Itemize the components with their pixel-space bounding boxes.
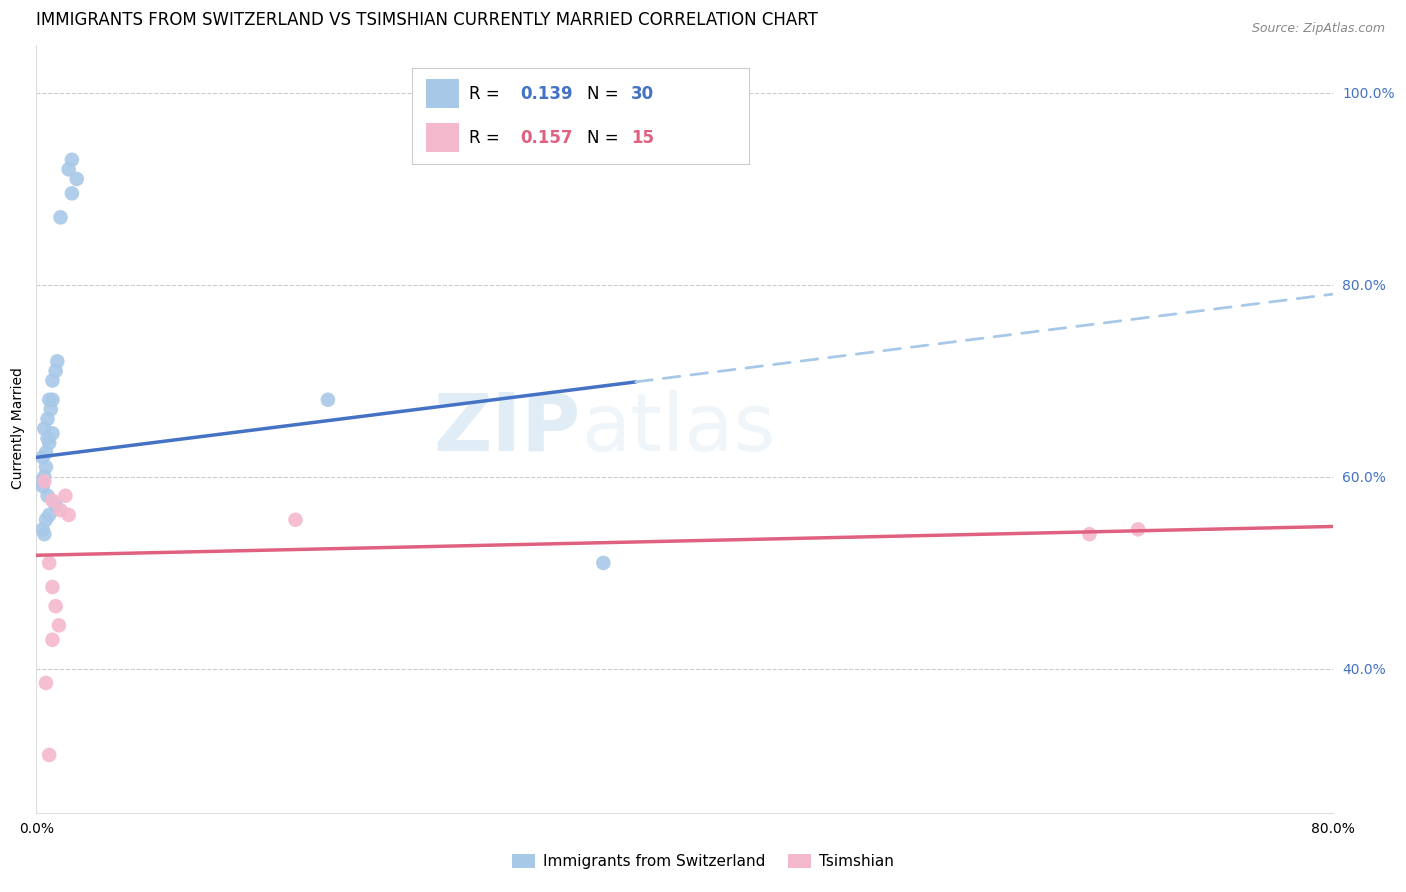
Point	[316, 392, 339, 407]
Point	[35, 513, 58, 527]
Point	[592, 556, 614, 570]
Y-axis label: Currently Married: Currently Married	[11, 368, 25, 490]
Legend: Immigrants from Switzerland, Tsimshian: Immigrants from Switzerland, Tsimshian	[506, 848, 900, 875]
Point	[45, 364, 67, 378]
Point	[31, 479, 53, 493]
Point	[55, 489, 77, 503]
Point	[41, 580, 63, 594]
Point	[1078, 527, 1101, 541]
Point	[35, 676, 58, 690]
Point	[34, 527, 56, 541]
Point	[37, 489, 59, 503]
Point	[38, 392, 60, 407]
Point	[60, 153, 83, 167]
Point	[1126, 522, 1149, 536]
Point	[34, 421, 56, 435]
Text: IMMIGRANTS FROM SWITZERLAND VS TSIMSHIAN CURRENTLY MARRIED CORRELATION CHART: IMMIGRANTS FROM SWITZERLAND VS TSIMSHIAN…	[37, 11, 818, 29]
Point	[39, 402, 62, 417]
Point	[58, 508, 80, 522]
Point	[41, 632, 63, 647]
Point	[48, 618, 70, 632]
Point	[38, 556, 60, 570]
Point	[35, 445, 58, 459]
Text: ZIP: ZIP	[433, 390, 581, 467]
Point	[31, 450, 53, 465]
Point	[41, 374, 63, 388]
Point	[41, 493, 63, 508]
Point	[38, 508, 60, 522]
Point	[34, 475, 56, 489]
Point	[37, 431, 59, 445]
Point	[45, 599, 67, 614]
Text: atlas: atlas	[581, 390, 775, 467]
Point	[37, 412, 59, 426]
Point	[66, 172, 89, 186]
Point	[41, 426, 63, 441]
Point	[284, 513, 307, 527]
Point	[49, 211, 72, 225]
Point	[60, 186, 83, 201]
Point	[38, 747, 60, 762]
Point	[38, 436, 60, 450]
Point	[58, 162, 80, 177]
Point	[30, 475, 52, 489]
Point	[46, 354, 69, 368]
Point	[45, 499, 67, 513]
Point	[31, 522, 53, 536]
Point	[34, 469, 56, 483]
Point	[41, 392, 63, 407]
Point	[49, 503, 72, 517]
Point	[35, 459, 58, 474]
Text: Source: ZipAtlas.com: Source: ZipAtlas.com	[1251, 22, 1385, 36]
